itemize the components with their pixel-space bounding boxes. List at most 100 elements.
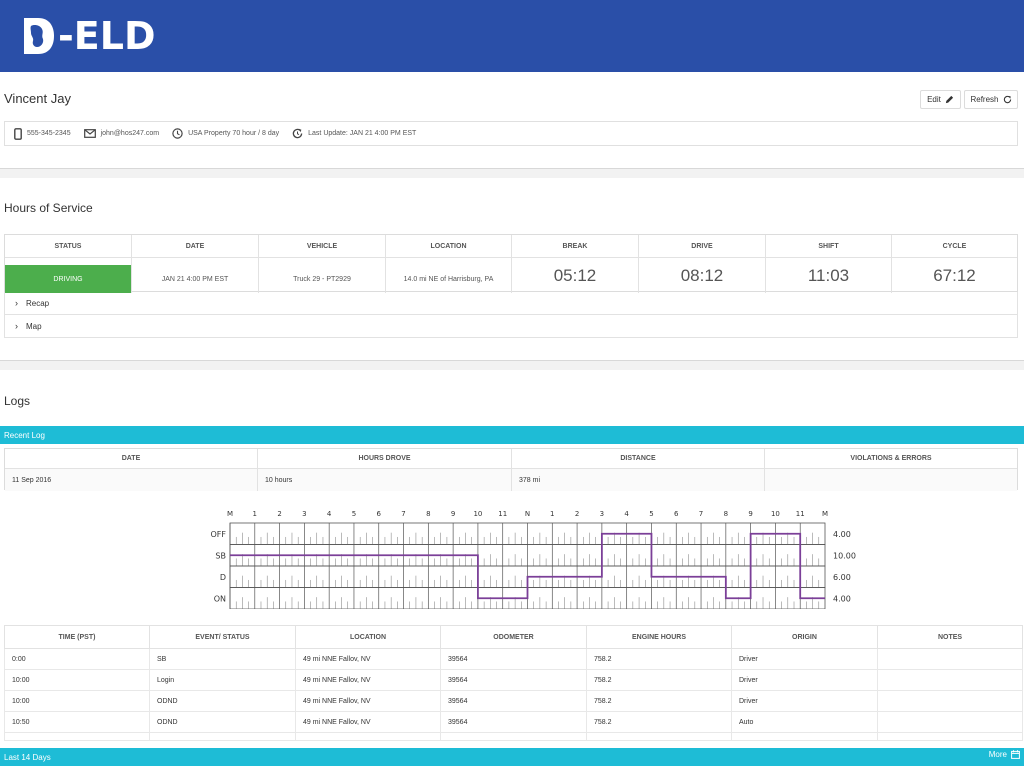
refresh-button-label: Refresh (970, 95, 999, 104)
edit-button-label: Edit (927, 95, 941, 104)
events-header: ODOMETER (440, 625, 587, 649)
summary-header-date: DATE (5, 449, 257, 469)
hour-label: 9 (451, 510, 455, 518)
refresh-icon (1003, 95, 1011, 104)
chevron-right-icon: › (15, 298, 18, 308)
events-header: ENGINE HOURS (586, 625, 732, 649)
email-address: john@hos247.com (100, 130, 160, 137)
hour-label: N (525, 510, 530, 518)
hour-label: 10 (771, 510, 780, 518)
status-row-label: D (220, 573, 226, 582)
phone-number: 555-345-2345 (27, 130, 71, 137)
calendar-icon (1011, 750, 1020, 759)
event-engine-hours: 758.2 (586, 711, 732, 733)
event-origin: Driver (731, 669, 878, 691)
edit-button[interactable]: Edit (920, 90, 961, 109)
hos-header-location: LOCATION (386, 235, 511, 258)
brand-name: -ELD (58, 14, 156, 58)
table-row[interactable]: 0:00 SB 49 mi NNE Fallov, NV 39564 758.2… (4, 648, 1023, 670)
table-row[interactable]: 10:00 ODND 49 mi NNE Fallov, NV 39564 75… (4, 690, 1023, 712)
duty-status-grid: M 1 2 3 4 5 6 7 8 9 10 11 N 1 2 3 4 5 6 7 8 9 10 11 M OFF 4.00 SB 10… (211, 510, 856, 609)
hour-label: 11 (796, 510, 805, 518)
table-row[interactable]: 10:00 Login 49 mi NNE Fallov, NV 39564 7… (4, 669, 1023, 691)
hour-label: 8 (426, 510, 430, 518)
summary-col-hours: HOURS DROVE 10 hours (258, 449, 512, 491)
events-header: NOTES (877, 625, 1023, 649)
hos-col-cycle: CYCLE 67:12 (892, 235, 1017, 293)
cycle-timer: 67:12 (933, 265, 976, 285)
more-link[interactable]: More (989, 750, 1020, 759)
hos-header-break: BREAK (512, 235, 638, 258)
hour-label: 7 (699, 510, 703, 518)
hos-header-date: DATE (132, 235, 258, 258)
hos-col-date: DATE JAN 21 4:00 PM EST (132, 235, 259, 293)
hour-label: 2 (277, 510, 281, 518)
summary-col-distance: DISTANCE 378 mi (512, 449, 765, 491)
event-time: 0:00 (4, 648, 150, 670)
event-odometer: 39564 (440, 711, 587, 733)
section-divider (0, 360, 1024, 370)
duty-status-line (230, 532, 825, 600)
summary-distance: 378 mi (512, 469, 764, 491)
shift-timer: 11:03 (807, 265, 850, 285)
more-label: More (988, 750, 1007, 759)
hos-location: 14.0 mi NE of Harrisburg, PA (403, 275, 494, 283)
recap-expander[interactable]: › Recap (4, 292, 1018, 315)
envelope-icon (83, 129, 96, 138)
hos-vehicle: Truck 29 - PT2929 (293, 275, 351, 283)
event-status: SB (149, 648, 296, 670)
hour-label: 4 (327, 510, 332, 518)
email-info: john@hos247.com (83, 129, 160, 138)
recent-log-bar: Recent Log (0, 426, 1024, 444)
summary-col-violations: VIOLATIONS & ERRORS (765, 449, 1017, 491)
hour-label: 1 (253, 510, 257, 518)
event-location: 49 mi NNE Fallov, NV (295, 690, 441, 712)
events-header: EVENT/ STATUS (149, 625, 296, 649)
hos-title: Hours of Service (4, 201, 93, 215)
status-row-label: ON (214, 594, 226, 603)
hour-label: 2 (575, 510, 579, 518)
logs-title: Logs (4, 394, 31, 408)
status-total-label: 6.00 (833, 573, 851, 582)
hour-label: 11 (498, 510, 507, 518)
table-row[interactable]: 10:50 ODND 49 mi NNE Fallov, NV 39564 75… (4, 711, 1023, 733)
hos-rule: USA Property 70 hour / 8 day (188, 130, 280, 137)
event-engine-hours: 758.2 (586, 648, 732, 670)
event-origin: Driver (731, 648, 878, 670)
hos-header-drive: DRIVE (639, 235, 765, 258)
phone-info: 555-345-2345 (14, 127, 71, 140)
event-origin: Driver (731, 690, 878, 712)
event-notes (877, 690, 1023, 712)
hos-header-vehicle: VEHICLE (259, 235, 385, 258)
hour-label: M (227, 510, 233, 518)
summary-header-violations: VIOLATIONS & ERRORS (765, 449, 1017, 469)
refresh-button[interactable]: Refresh (964, 90, 1018, 109)
drive-timer: 08:12 (680, 265, 724, 285)
event-location: 49 mi NNE Fallov, NV (295, 711, 441, 733)
event-odometer: 39564 (440, 669, 587, 691)
brand-logo[interactable]: -ELD (22, 14, 156, 58)
chevron-right-icon: › (15, 321, 18, 331)
map-expander[interactable]: › Map (4, 315, 1018, 338)
log-summary-table: DATE 11 Sep 2016 HOURS DROVE 10 hours DI… (4, 448, 1018, 491)
event-time: 10:00 (4, 690, 150, 712)
event-odometer: 39564 (440, 690, 587, 712)
hos-col-vehicle: VEHICLE Truck 29 - PT2929 (259, 235, 386, 293)
hour-label: 5 (649, 510, 653, 518)
last-14-days-bar[interactable]: Last 14 Days (0, 748, 1024, 766)
clock-icon (172, 128, 183, 139)
event-notes (877, 669, 1023, 691)
events-table: TIME (PST) EVENT/ STATUS LOCATION ODOMET… (4, 625, 1023, 741)
hour-label: M (822, 510, 828, 518)
events-header-row: TIME (PST) EVENT/ STATUS LOCATION ODOMET… (4, 625, 1023, 649)
hos-table: STATUS DRIVING DATE JAN 21 4:00 PM EST V… (4, 234, 1018, 293)
summary-date: 11 Sep 2016 (5, 469, 257, 491)
summary-hours: 10 hours (258, 469, 511, 491)
rule-info: USA Property 70 hour / 8 day (172, 128, 279, 139)
hour-label: 6 (377, 510, 382, 518)
map-label: Map (26, 321, 42, 331)
status-row-label: SB (215, 551, 226, 560)
event-location: 49 mi NNE Fallov, NV (295, 648, 441, 670)
status-row-label: OFF (211, 530, 227, 539)
hos-header-status: STATUS (5, 235, 131, 258)
